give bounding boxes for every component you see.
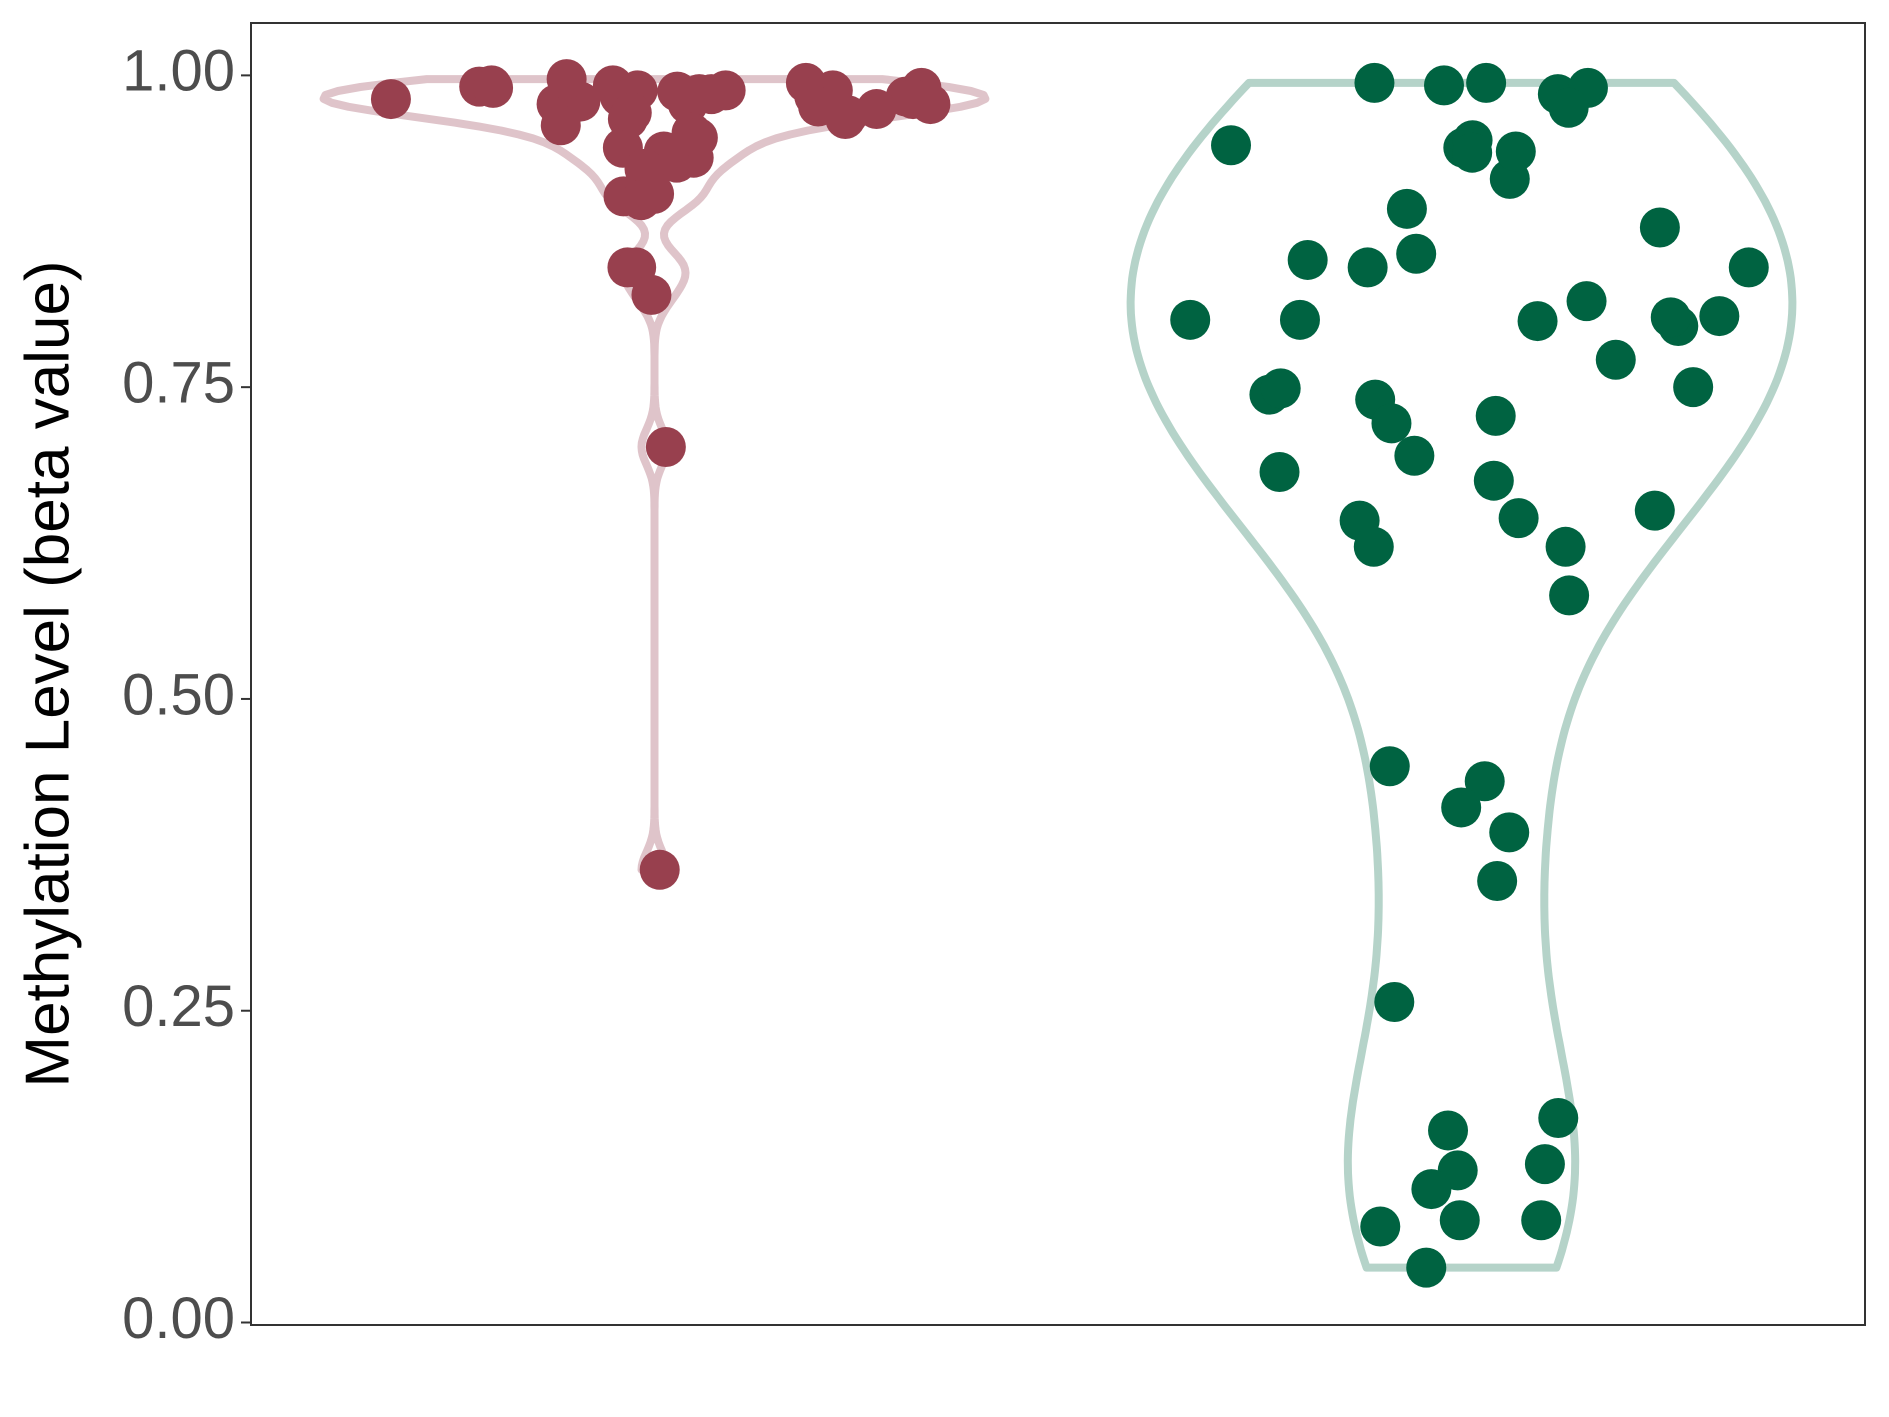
data-point bbox=[1369, 746, 1410, 787]
data-point bbox=[1517, 301, 1558, 342]
data-point bbox=[1354, 62, 1395, 103]
data-point bbox=[1639, 207, 1680, 248]
data-point bbox=[370, 79, 411, 120]
data-point bbox=[1260, 368, 1301, 409]
data-point bbox=[639, 849, 680, 890]
data-point bbox=[540, 105, 581, 146]
data-point bbox=[634, 173, 675, 214]
data-point bbox=[1452, 132, 1493, 173]
data-point bbox=[645, 427, 686, 468]
data-point bbox=[1396, 233, 1437, 274]
data-point bbox=[1386, 188, 1427, 229]
data-point bbox=[1360, 1206, 1401, 1247]
y-tick-label: 0.25 bbox=[122, 974, 235, 1039]
data-point bbox=[1673, 367, 1714, 408]
data-point bbox=[611, 92, 652, 133]
data-point bbox=[546, 59, 587, 100]
data-point bbox=[1521, 1200, 1562, 1241]
data-point bbox=[1428, 1110, 1469, 1151]
data-point bbox=[1549, 575, 1590, 616]
data-point bbox=[631, 274, 672, 315]
data-point bbox=[1374, 981, 1415, 1022]
data-point bbox=[1259, 451, 1300, 492]
data-point bbox=[798, 86, 839, 127]
y-tick-label: 0.75 bbox=[122, 350, 235, 415]
data-point bbox=[1464, 761, 1505, 802]
data-point bbox=[1279, 299, 1320, 340]
data-point bbox=[1650, 297, 1691, 338]
y-axis-label: Methylation Level (beta value) bbox=[13, 260, 82, 1087]
violin-outline bbox=[1126, 78, 1797, 1272]
data-point bbox=[1545, 526, 1586, 567]
plot-panel bbox=[250, 22, 1866, 1326]
data-point bbox=[1170, 299, 1211, 340]
data-point bbox=[1498, 498, 1539, 539]
data-point bbox=[1495, 131, 1536, 172]
data-point bbox=[1347, 247, 1388, 288]
data-point bbox=[893, 79, 934, 120]
data-point bbox=[1406, 1247, 1447, 1288]
data-point bbox=[691, 74, 732, 115]
data-point bbox=[1477, 861, 1518, 902]
data-point bbox=[473, 67, 514, 108]
data-point bbox=[1548, 87, 1589, 128]
violin-outline bbox=[319, 75, 990, 874]
y-tick-label: 0.50 bbox=[122, 662, 235, 727]
data-point bbox=[1634, 490, 1675, 531]
data-point bbox=[1371, 403, 1412, 444]
data-point bbox=[1728, 247, 1769, 288]
y-tick-label: 1.00 bbox=[122, 39, 235, 104]
data-point bbox=[1211, 125, 1252, 166]
data-point bbox=[1595, 339, 1636, 380]
data-point bbox=[677, 117, 718, 158]
data-point bbox=[856, 89, 897, 130]
data-point bbox=[1538, 1097, 1579, 1138]
data-point bbox=[1411, 1169, 1452, 1210]
y-tick-label: 0.00 bbox=[122, 1286, 235, 1351]
data-point bbox=[1424, 65, 1465, 106]
data-point bbox=[1353, 526, 1394, 567]
data-point bbox=[1394, 435, 1435, 476]
data-point bbox=[1475, 395, 1516, 436]
data-point bbox=[1699, 296, 1740, 337]
data-point bbox=[1473, 460, 1514, 501]
data-point bbox=[1439, 1200, 1480, 1241]
data-point bbox=[1441, 787, 1482, 828]
data-point bbox=[1566, 281, 1607, 322]
data-point bbox=[1466, 62, 1507, 103]
data-point bbox=[1524, 1144, 1565, 1185]
data-point bbox=[1287, 239, 1328, 280]
data-point bbox=[1489, 812, 1530, 853]
